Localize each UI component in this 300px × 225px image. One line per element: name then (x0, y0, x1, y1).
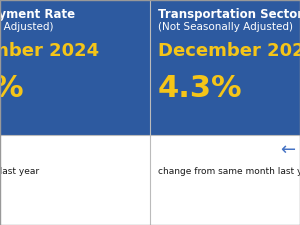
Text: 4.3%: 4.3% (158, 74, 243, 103)
Text: ←: ← (280, 141, 295, 159)
Text: (Seasonally Adjusted): (Seasonally Adjusted) (0, 22, 53, 32)
Bar (150, 0, 300, 135)
Text: December 2024: December 2024 (0, 42, 99, 60)
Text: same month last year: same month last year (0, 167, 39, 176)
Bar (150, 135, 300, 225)
Text: 4.3%: 4.3% (0, 74, 25, 103)
Text: (Not Seasonally Adjusted): (Not Seasonally Adjusted) (158, 22, 293, 32)
Text: change from same month last year: change from same month last year (158, 167, 300, 176)
Text: Unemployment Rate: Unemployment Rate (0, 8, 75, 21)
Text: December 2024: December 2024 (158, 42, 300, 60)
Bar (0, 135, 150, 225)
Bar (0, 0, 150, 135)
Text: Transportation Sector: Transportation Sector (158, 8, 300, 21)
